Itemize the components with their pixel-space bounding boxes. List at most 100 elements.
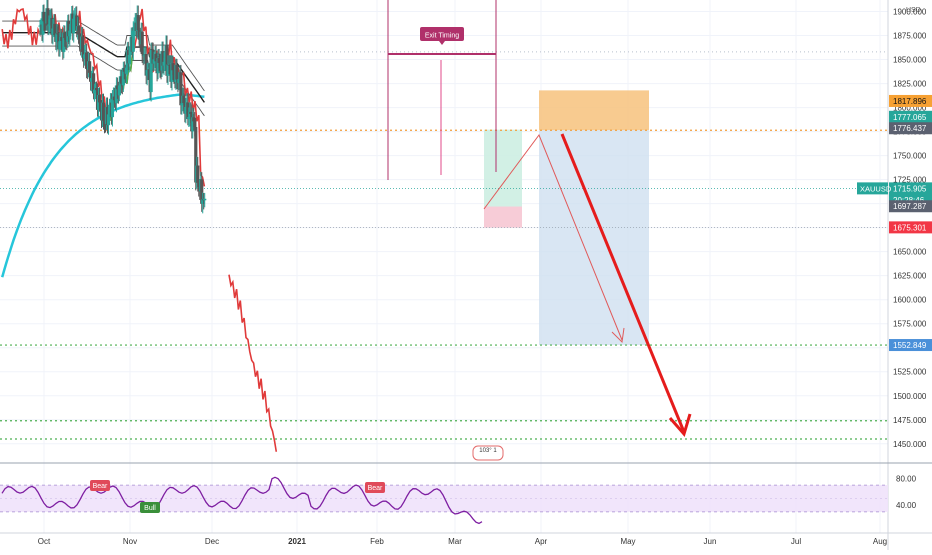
candle-body	[58, 41, 62, 50]
price-tick-label: 1825.000	[893, 80, 927, 89]
rsi-signal-label: Bear	[368, 485, 383, 492]
price-tick-label: 1525.000	[893, 368, 927, 377]
price-tick-label: 1800.000	[893, 104, 927, 113]
rsi-tick-label: 40.00	[896, 501, 917, 510]
price-tick-label: 1900.000	[893, 8, 927, 17]
time-tick-label: Jun	[704, 537, 717, 546]
candle-body	[42, 11, 46, 22]
candle-body	[101, 102, 106, 121]
candle-body	[144, 54, 148, 76]
time-tick-label: Dec	[205, 537, 219, 546]
candle-body	[83, 54, 87, 59]
candle-body	[114, 85, 119, 104]
candle-body	[147, 69, 151, 81]
candle-body	[121, 67, 125, 86]
time-tick-label: Nov	[123, 537, 137, 546]
candle-body	[187, 116, 191, 120]
candle-body	[89, 78, 94, 82]
price-tick-label: 1750.000	[893, 152, 927, 161]
last-close-label: 1697.287	[893, 202, 927, 211]
candle-body	[166, 64, 170, 76]
candle-body	[180, 103, 184, 106]
candle-body	[182, 95, 186, 104]
candle-body	[92, 89, 97, 94]
candle-body	[48, 19, 52, 25]
candle-body	[127, 54, 131, 64]
candle-body	[110, 99, 115, 118]
current-price-label: 1715.905	[893, 184, 927, 193]
candle-body	[191, 117, 195, 132]
last-close-label-bg	[889, 200, 932, 213]
candle-body	[189, 111, 193, 114]
candle-body	[136, 15, 140, 31]
candle-body	[94, 87, 99, 91]
candle-body	[165, 44, 169, 76]
candle-body	[131, 30, 135, 52]
candle-body	[145, 70, 149, 76]
candle-body	[186, 102, 190, 120]
target-zone-label-bg	[889, 94, 932, 107]
candle-body	[64, 38, 68, 40]
entry-label: 1776.437	[893, 124, 927, 133]
time-tick-label: Mar	[448, 537, 462, 546]
candle-body	[117, 85, 121, 96]
candle-body	[201, 199, 205, 204]
candle-body	[161, 51, 165, 66]
candle-body	[122, 67, 126, 72]
price-tick-label: 1650.000	[893, 248, 927, 257]
candle-body	[69, 26, 73, 31]
candle-body	[107, 108, 112, 115]
entry-label-bg	[889, 122, 932, 135]
candle-body	[72, 18, 76, 34]
price-tick-label: 1450.000	[893, 440, 927, 449]
take-profit-label: 1552.849	[893, 341, 927, 350]
exit-timing-badge	[420, 27, 464, 41]
candle-body	[46, 8, 50, 26]
time-tick-label: May	[620, 537, 635, 546]
candle-body	[128, 46, 132, 55]
candle-body	[91, 73, 96, 94]
candle-body	[175, 64, 179, 80]
candle-body	[132, 26, 136, 31]
candle-body	[63, 32, 67, 39]
entry-upper-label: 1777.065	[893, 113, 927, 122]
stop-level-label: 1675.301	[893, 223, 927, 232]
forecast-arrowhead	[668, 413, 692, 438]
rsi-signal-label: Bull	[144, 505, 156, 512]
candle-body	[75, 15, 79, 31]
stop-level-label-bg	[889, 221, 932, 234]
candle-body	[88, 61, 92, 73]
candle-body	[137, 30, 141, 37]
candle-body	[124, 67, 128, 74]
time-tick-label: Apr	[535, 537, 548, 546]
projected-arrowhead	[611, 327, 625, 344]
candle-body	[162, 61, 166, 66]
long-profit-zone	[484, 129, 522, 207]
price-tick-label: 1600.000	[893, 296, 927, 305]
candle-body	[97, 95, 102, 103]
current-price-label-bg	[889, 182, 932, 195]
candle-body	[157, 57, 161, 63]
candle-body	[158, 62, 162, 69]
symbol-tag: XAUUSD	[860, 184, 892, 193]
exit-timing-label: Exit Timing	[425, 33, 459, 40]
candle-body	[55, 33, 59, 42]
candle-body	[140, 31, 144, 55]
candle-body	[196, 165, 200, 183]
candle-body	[85, 52, 89, 69]
candle-body	[50, 17, 54, 35]
price-tick-label: 1575.000	[893, 320, 927, 329]
price-tick-label: 1500.000	[893, 392, 927, 401]
symbol-tag-bg	[857, 182, 888, 195]
candle-body	[119, 76, 123, 84]
candle-body	[197, 182, 201, 187]
candle-body	[43, 21, 47, 24]
target-zone-label: 1817.896	[893, 97, 927, 106]
rsi-signal-badge	[140, 502, 160, 513]
price-tick-label: 1625.000	[893, 272, 927, 281]
candle-body	[68, 30, 72, 37]
rsi-tick-label: 80.00	[896, 474, 917, 483]
calendar-event-icon	[472, 445, 504, 461]
candle-body	[89, 72, 93, 82]
